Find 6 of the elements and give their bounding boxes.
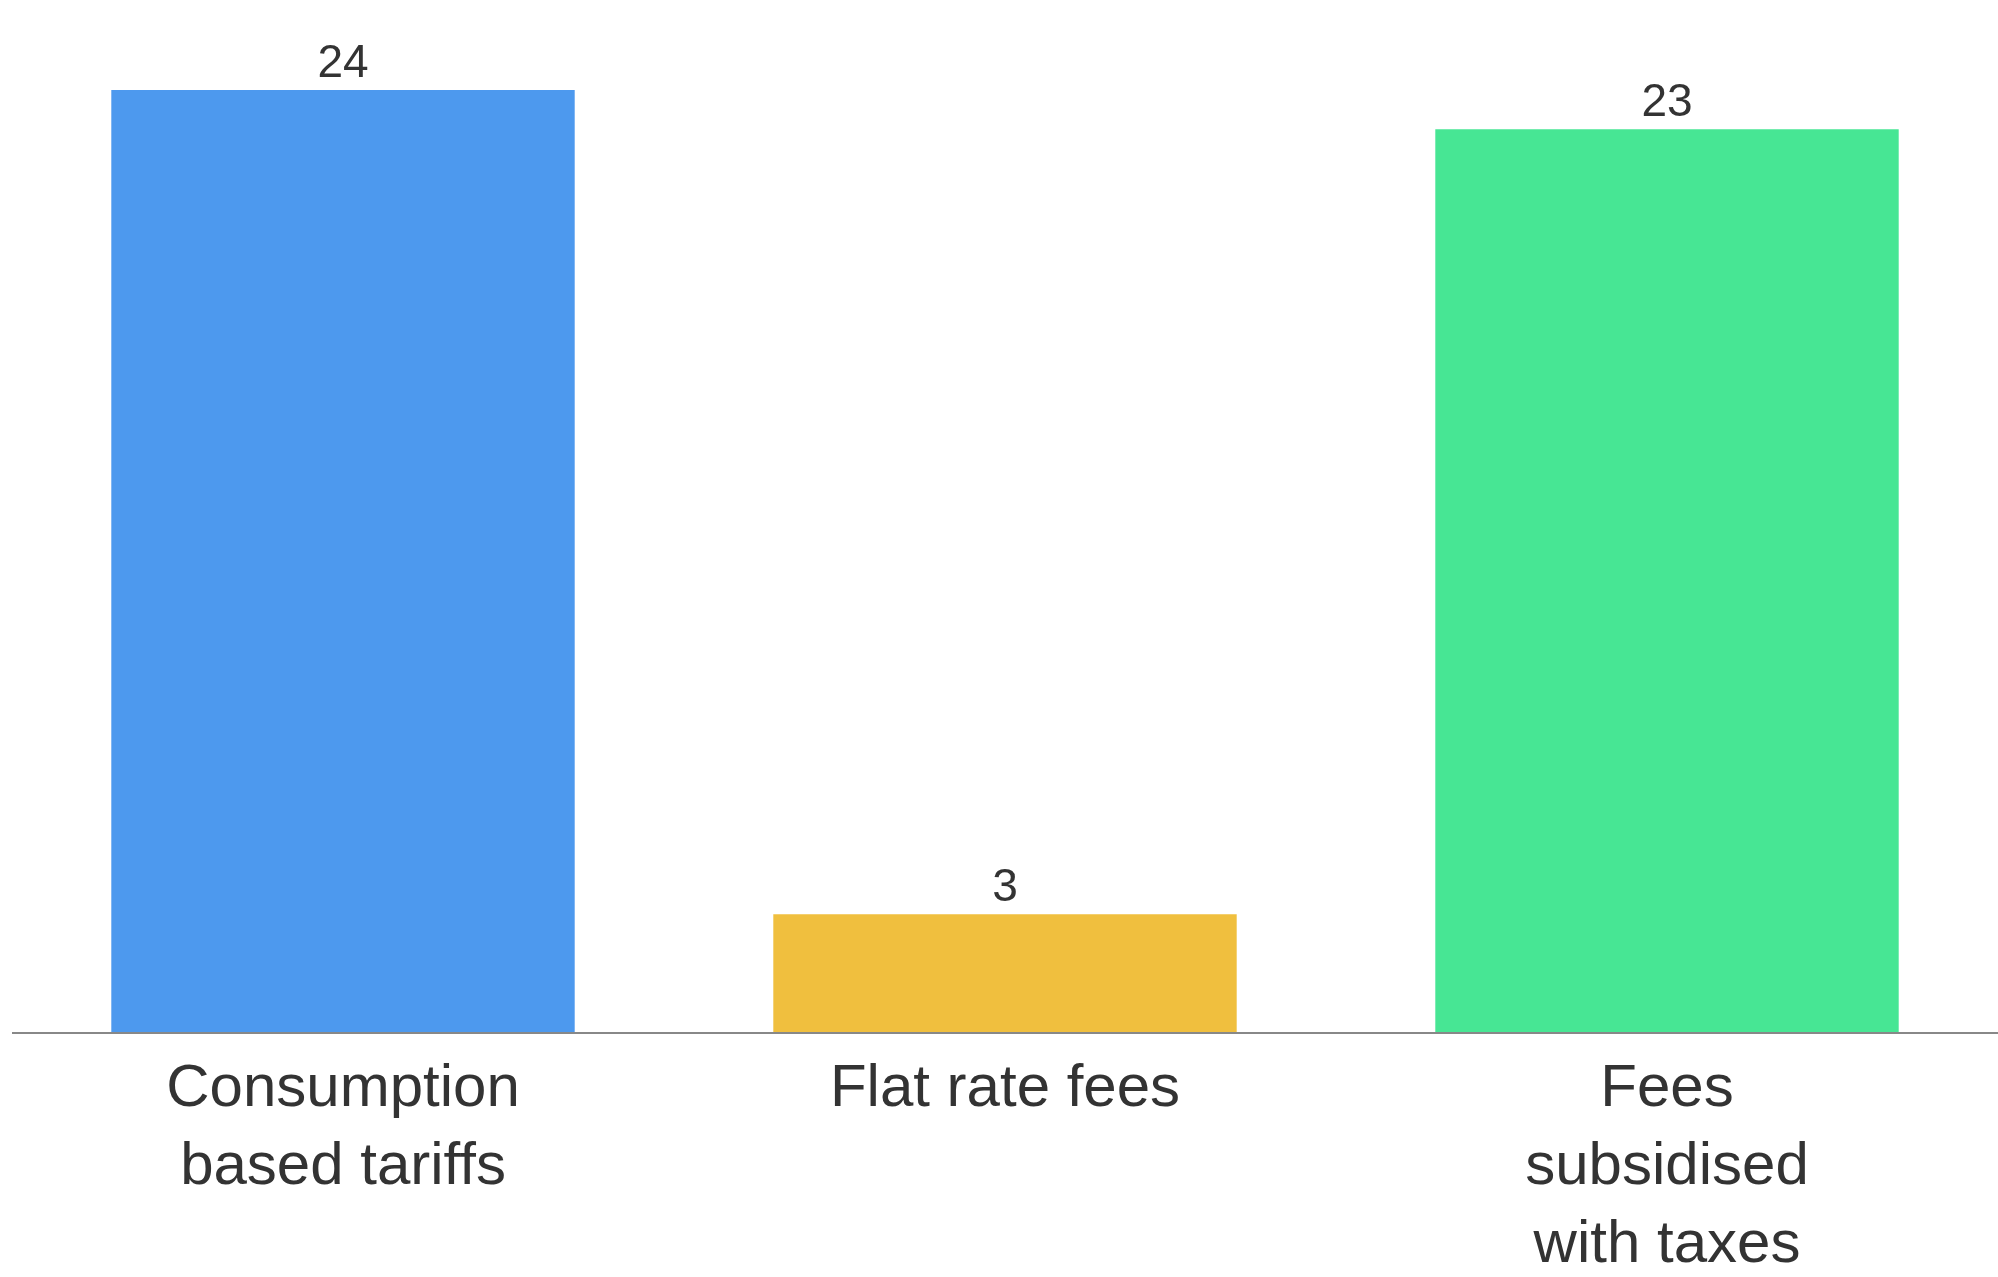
x-tick-label: Fees subsidised with taxes (1525, 1052, 1809, 1275)
data-label: 3 (992, 859, 1018, 912)
data-label: 24 (317, 35, 369, 87)
x-tick-label: Consumption based tariffs (166, 1052, 520, 1197)
data-label: 23 (1641, 74, 1693, 127)
x-tick-label: Flat rate fees (829, 1052, 1181, 1119)
